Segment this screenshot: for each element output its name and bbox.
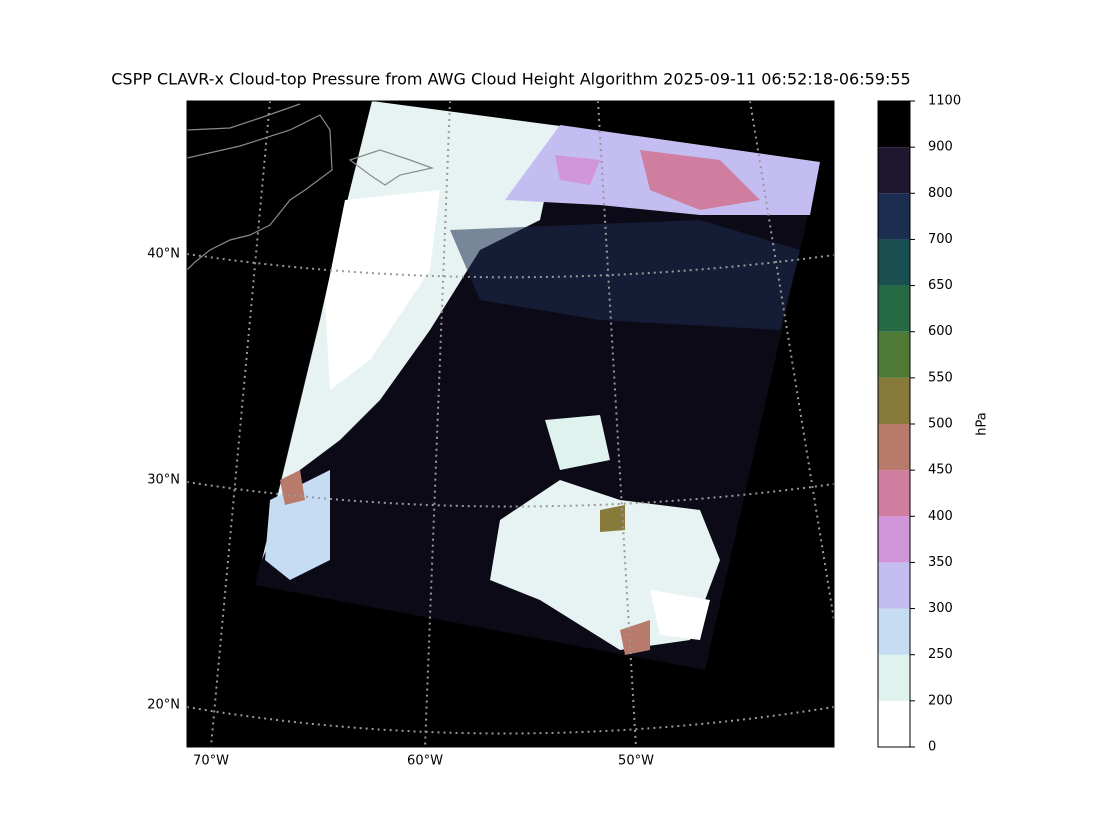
colorbar-tick-label: 650 (928, 278, 953, 293)
colorbar-segment (878, 193, 910, 240)
colorbar-segment (878, 239, 910, 286)
colorbar-tick-label: 550 (928, 370, 953, 385)
lon-label: 70°W (193, 754, 229, 769)
colorbar-segment (878, 424, 910, 471)
colorbar-tick-label: 800 (928, 186, 953, 201)
lat-label: 30°N (147, 473, 180, 488)
colorbar-tick-label: 300 (928, 601, 953, 616)
lon-label: 60°W (407, 754, 443, 769)
cloud-region (620, 620, 650, 655)
colorbar-segment (878, 516, 910, 563)
grid-line (187, 481, 834, 508)
colorbar-segment (878, 470, 910, 517)
colorbar-tick-label: 500 (928, 417, 953, 432)
colorbar-tick-label: 450 (928, 463, 953, 478)
colorbar-segment (878, 147, 910, 194)
cloud-region (650, 590, 710, 640)
colorbar-segment (878, 654, 910, 701)
colorbar-tick-label: 350 (928, 555, 953, 570)
grid-line (210, 101, 271, 747)
grid-line (187, 253, 834, 279)
cloud-region (600, 505, 625, 532)
colorbar-segment (878, 101, 910, 148)
colorbar-segment (878, 285, 910, 332)
colorbar-segment (878, 377, 910, 424)
map-area (187, 101, 834, 747)
cloud-region (262, 101, 560, 560)
grid-line (187, 706, 834, 735)
map-title: CSPP CLAVR-x Cloud-top Pressure from AWG… (111, 70, 910, 89)
cloud-region (640, 150, 760, 210)
colorbar-tick-label: 900 (928, 140, 953, 155)
colorbar-tick-label: 200 (928, 693, 953, 708)
colorbar-tick-label: 600 (928, 324, 953, 339)
colorbar-tick-label: 400 (928, 509, 953, 524)
cloud-region (325, 190, 440, 390)
colorbar-segment (878, 608, 910, 655)
lat-label: 40°N (147, 247, 180, 262)
colorbar-tick-label: 0 (928, 740, 936, 755)
cloud-region (280, 470, 305, 505)
colorbar-tick-label: 1100 (928, 94, 961, 109)
lon-label: 50°W (618, 754, 654, 769)
grid-line (749, 101, 834, 621)
cloud-region (545, 415, 610, 470)
colorbar-segment (878, 700, 910, 747)
lat-label: 20°N (147, 698, 180, 713)
colorbar-tick-label: 700 (928, 232, 953, 247)
colorbar-segment (878, 331, 910, 378)
coastline (187, 103, 435, 271)
cloud-region (555, 155, 600, 185)
map-frame (186, 100, 835, 748)
colorbar-segment (878, 562, 910, 609)
colorbar-label: hPa (975, 412, 990, 435)
colorbar-tick-label: 250 (928, 647, 953, 662)
